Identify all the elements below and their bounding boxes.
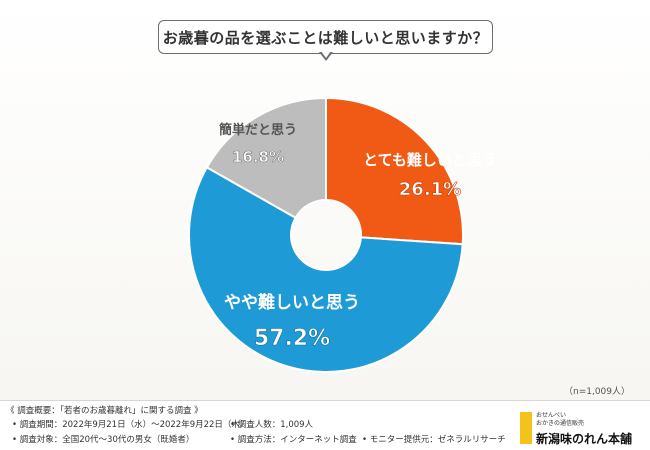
slice-easy-value: 16.8% bbox=[232, 148, 284, 166]
survey-overview: 《 調査概要：「若者のお歳暮離れ」に関する調査 》 bbox=[6, 406, 203, 416]
slice-somewhat-difficult-value: 57.2% bbox=[254, 326, 330, 351]
logo-line2: おかきの通信販売 bbox=[536, 420, 585, 427]
monitor-provider: • モニター提供元：ゼネラルリサーチ bbox=[362, 435, 506, 445]
survey-period: • 調査期間：2022年9月21日（水）〜2022年9月22日（木） bbox=[12, 420, 249, 430]
donut-chart: とても難しいと思う 26.1% やや難しいと思う 57.2% 簡単だと思う 16.8% bbox=[188, 96, 497, 373]
survey-method: • 調査方法：インターネット調査 bbox=[230, 435, 357, 445]
slice-somewhat-difficult-label: やや難しいと思う bbox=[224, 292, 360, 313]
chart-card: お歳暮の品を選ぶことは難しいと思いますか？ とても難しいと思う 26.1% やや難し… bbox=[0, 0, 650, 401]
survey-respondents: • 調査人数：1,009人 bbox=[230, 420, 314, 430]
survey-footer: 《 調査概要：「若者のお歳暮離れ」に関する調査 》 • 調査期間：2022年9月… bbox=[0, 402, 650, 450]
slice-very-difficult-value: 26.1% bbox=[399, 179, 461, 200]
slice-very-difficult-label: とても難しいと思う bbox=[363, 151, 497, 169]
slice-easy bbox=[205, 96, 327, 220]
logo-mark bbox=[520, 412, 532, 444]
slice-easy-label: 簡単だと思う bbox=[218, 122, 297, 138]
brand-logo: おせんべい おかきの通信販売 新潟味のれん本舗 bbox=[520, 410, 648, 448]
survey-target: • 調査対象：全国20代〜30代の男女（既婚者） bbox=[12, 435, 195, 445]
logo-line1: おせんべい bbox=[536, 412, 567, 419]
question-title: お歳暮の品を選ぶことは難しいと思いますか？ bbox=[158, 20, 493, 54]
slice-somewhat-difficult bbox=[188, 166, 464, 373]
sample-size: （n=1,009人） bbox=[563, 387, 630, 397]
slice-very-difficult bbox=[325, 96, 464, 246]
logo-name: 新潟味のれん本舗 bbox=[536, 432, 633, 446]
